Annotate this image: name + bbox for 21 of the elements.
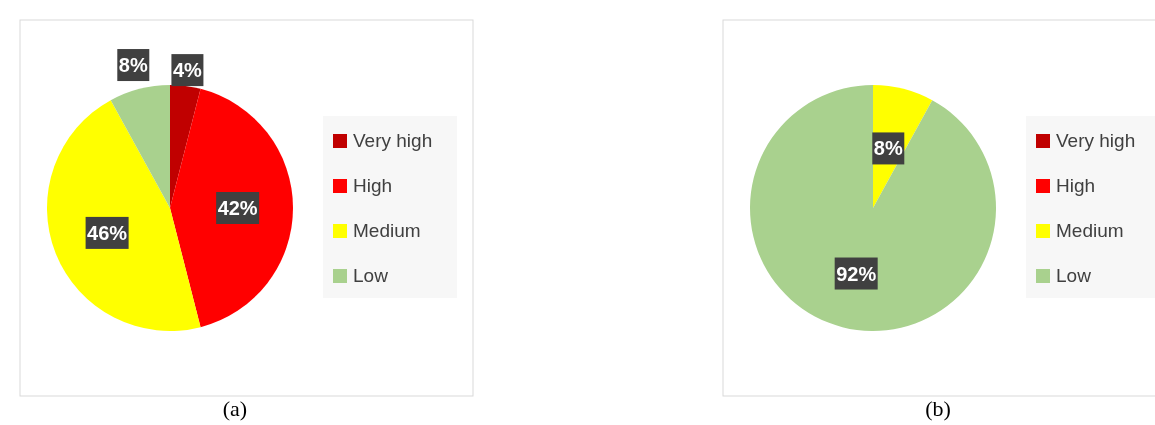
text: (a) — [222, 396, 248, 421]
data-label: 92% — [836, 262, 877, 285]
legend-label: High — [1056, 175, 1096, 196]
legend-label: Low — [353, 265, 389, 286]
data-label: 8% — [118, 54, 148, 77]
pie-slice — [170, 88, 293, 328]
legend-label: Very high — [1056, 130, 1136, 151]
text: (b) — [925, 396, 951, 421]
data-label: 4% — [172, 59, 203, 82]
data-label: 8% — [873, 137, 903, 160]
data-label: 42% — [217, 197, 258, 219]
pie-slice — [110, 85, 170, 208]
pie-slice — [170, 85, 201, 208]
legend-label: Very high — [353, 130, 433, 151]
legend-label: High — [353, 175, 393, 196]
pie-slice — [47, 100, 201, 331]
legend-label: Medium — [1056, 220, 1124, 241]
legend-label: Medium — [353, 220, 421, 241]
legend-label: Low — [1056, 265, 1092, 286]
pie-slice — [750, 85, 996, 331]
data-label: 46% — [87, 221, 128, 244]
